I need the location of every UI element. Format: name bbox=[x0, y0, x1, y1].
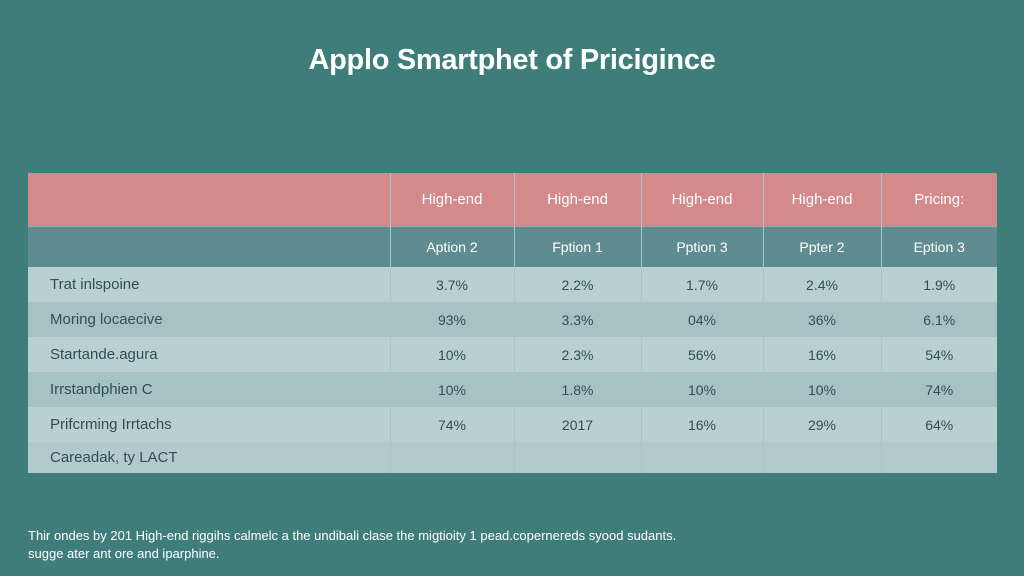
table-cell: 74% bbox=[390, 407, 515, 442]
header-row-primary: High-end High-end High-end High-end Pric… bbox=[28, 173, 997, 227]
subheader-cell: Aption 2 bbox=[390, 226, 515, 267]
row-label: Prifcrming Irrtachs bbox=[28, 407, 391, 442]
table-row: Startande.agura 10% 2.3% 56% 16% 54% bbox=[28, 337, 997, 372]
table-cell: 6.1% bbox=[881, 302, 997, 337]
table-cell: 10% bbox=[641, 372, 764, 407]
subheader-cell: Fption 1 bbox=[514, 226, 642, 267]
table-cell: 54% bbox=[881, 337, 997, 372]
table-cell: 36% bbox=[763, 302, 882, 337]
footnote: Thir ondes by 201 High-end riggihs calme… bbox=[28, 527, 988, 563]
table-cell: 10% bbox=[763, 372, 882, 407]
header-cell bbox=[28, 173, 391, 227]
header-cell: High-end bbox=[641, 173, 764, 227]
row-label: Careadak, ty LACT bbox=[28, 442, 391, 473]
table-cell: 3.3% bbox=[514, 302, 642, 337]
row-label: Moring locaecive bbox=[28, 302, 391, 337]
table-cell: 93% bbox=[390, 302, 515, 337]
table-cell: 29% bbox=[763, 407, 882, 442]
subheader-cell: Pption 3 bbox=[641, 226, 764, 267]
row-label: Startande.agura bbox=[28, 337, 391, 372]
table-cell: 3.7% bbox=[390, 267, 515, 302]
table-cell: 1.8% bbox=[514, 372, 642, 407]
header-row-secondary: Aption 2 Fption 1 Pption 3 Ppter 2 Eptio… bbox=[28, 226, 997, 267]
footnote-line: sugge ater ant ore and iparphine. bbox=[28, 546, 220, 561]
table-cell: 1.7% bbox=[641, 267, 764, 302]
table-cell: 10% bbox=[390, 337, 515, 372]
table-row: Irrstandphien C 10% 1.8% 10% 10% 74% bbox=[28, 372, 997, 407]
table-row: Prifcrming Irrtachs 74% 2017 16% 29% 64% bbox=[28, 407, 997, 442]
row-label: Irrstandphien C bbox=[28, 372, 391, 407]
table-cell: 56% bbox=[641, 337, 764, 372]
table-cell: 2.4% bbox=[763, 267, 882, 302]
table-cell bbox=[641, 442, 764, 473]
table-cell: 1.9% bbox=[881, 267, 997, 302]
table-cell: 2017 bbox=[514, 407, 642, 442]
table-cell: 74% bbox=[881, 372, 997, 407]
table-row: Moring locaecive 93% 3.3% 04% 36% 6.1% bbox=[28, 302, 997, 337]
table-row: Trat inlspoine 3.7% 2.2% 1.7% 2.4% 1.9% bbox=[28, 267, 997, 302]
header-cell: High-end bbox=[763, 173, 882, 227]
table-cell bbox=[881, 442, 997, 473]
chart-title: Applo Smartphet of Pricigince bbox=[308, 44, 716, 76]
subheader-cell: Ppter 2 bbox=[763, 226, 882, 267]
table-cell: 04% bbox=[641, 302, 764, 337]
header-cell: High-end bbox=[390, 173, 515, 227]
table-cell: 2.3% bbox=[514, 337, 642, 372]
table-cell: 10% bbox=[390, 372, 515, 407]
table-row: Careadak, ty LACT bbox=[28, 442, 997, 473]
table-cell: 2.2% bbox=[514, 267, 642, 302]
pricing-table: High-end High-end High-end High-end Pric… bbox=[28, 173, 997, 473]
table-cell bbox=[763, 442, 882, 473]
table-cell bbox=[390, 442, 515, 473]
table-cell: 16% bbox=[763, 337, 882, 372]
row-label: Trat inlspoine bbox=[28, 267, 391, 302]
table-cell bbox=[514, 442, 642, 473]
header-cell: High-end bbox=[514, 173, 642, 227]
footnote-line: Thir ondes by 201 High-end riggihs calme… bbox=[28, 528, 677, 543]
table-cell: 64% bbox=[881, 407, 997, 442]
header-cell: Pricing: bbox=[881, 173, 997, 227]
subheader-cell bbox=[28, 226, 391, 267]
subheader-cell: Eption 3 bbox=[881, 226, 997, 267]
table-cell: 16% bbox=[641, 407, 764, 442]
